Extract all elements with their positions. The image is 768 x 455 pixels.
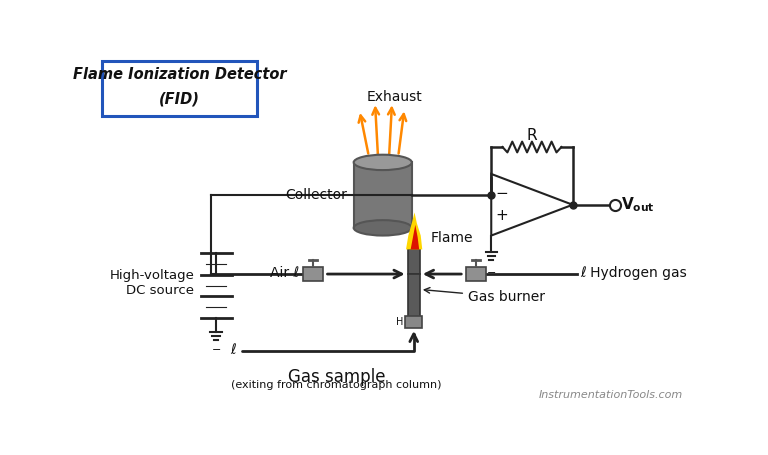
Text: −: − bbox=[487, 268, 496, 278]
Text: Air ℓ: Air ℓ bbox=[270, 266, 299, 280]
Bar bbox=[406, 316, 422, 328]
FancyBboxPatch shape bbox=[102, 61, 257, 116]
Text: (exiting from chromatograph column): (exiting from chromatograph column) bbox=[231, 379, 442, 389]
Ellipse shape bbox=[354, 220, 412, 236]
Polygon shape bbox=[411, 225, 419, 249]
Bar bbox=[303, 267, 323, 281]
Text: Gas burner: Gas burner bbox=[424, 288, 545, 304]
Text: InstrumentationTools.com: InstrumentationTools.com bbox=[539, 389, 684, 399]
Bar bbox=[408, 274, 420, 326]
Text: (FID): (FID) bbox=[159, 92, 200, 107]
Text: $\mathbf{V_{out}}$: $\mathbf{V_{out}}$ bbox=[621, 195, 655, 214]
Text: Flame: Flame bbox=[431, 231, 473, 245]
Text: Exhaust: Exhaust bbox=[366, 90, 422, 104]
Text: R: R bbox=[527, 128, 538, 143]
Text: Collector: Collector bbox=[286, 188, 347, 202]
Bar bbox=[354, 162, 412, 228]
Text: −: − bbox=[495, 187, 508, 202]
Ellipse shape bbox=[354, 155, 412, 170]
Text: H: H bbox=[396, 317, 404, 327]
Text: −: − bbox=[211, 345, 221, 355]
Text: ℓ: ℓ bbox=[230, 343, 236, 357]
Polygon shape bbox=[406, 212, 422, 249]
Text: Gas sample: Gas sample bbox=[287, 368, 385, 386]
Bar bbox=[465, 267, 486, 281]
Text: Flame Ionization Detector: Flame Ionization Detector bbox=[73, 67, 286, 82]
Text: +: + bbox=[495, 208, 508, 223]
Text: High-voltage
DC source: High-voltage DC source bbox=[110, 269, 194, 297]
Text: ℓ Hydrogen gas: ℓ Hydrogen gas bbox=[581, 266, 687, 280]
Bar bbox=[408, 249, 420, 274]
